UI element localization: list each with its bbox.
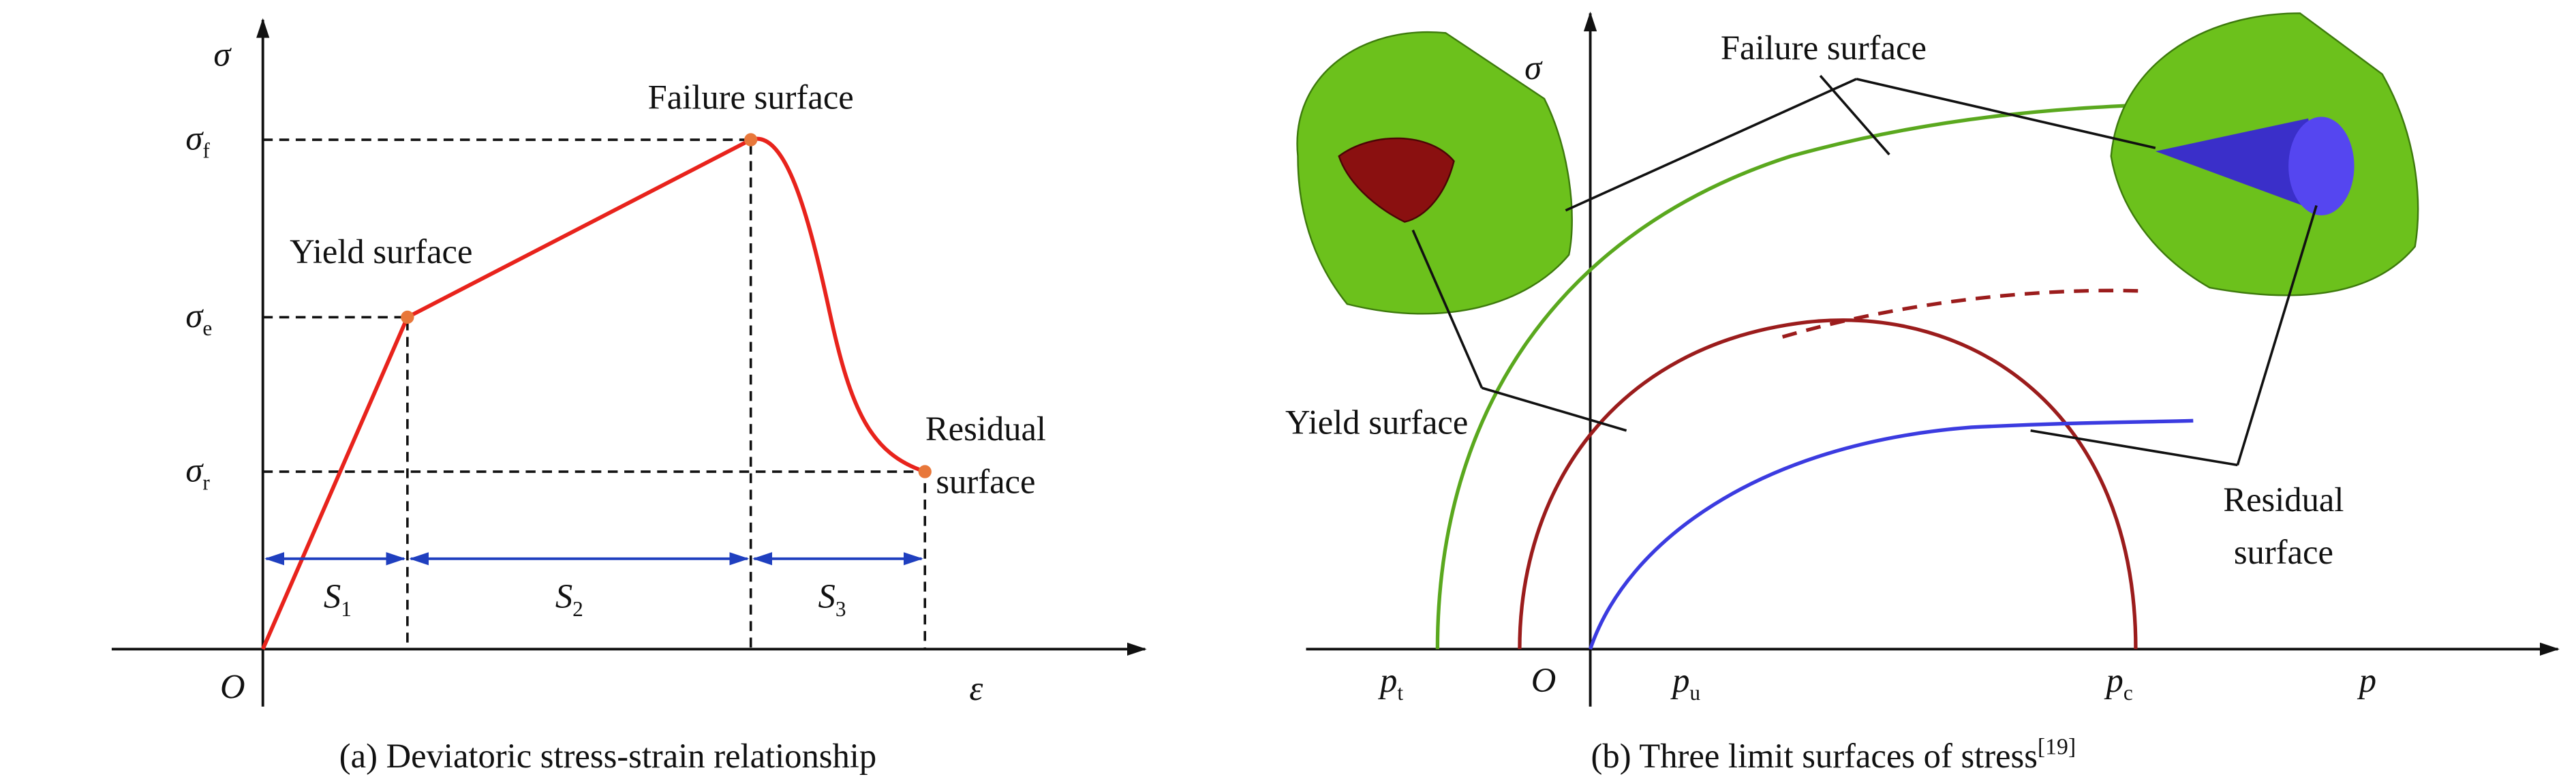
subscript: 3 [835,597,846,621]
origin-label: O [1531,661,1557,699]
annotation: surface [2234,533,2333,571]
subscript: t [1397,681,1403,705]
stage-label: S3 [818,577,846,621]
subscript: e [202,316,212,340]
caption-text: (b) Three limit surfaces of stress [1591,737,2038,775]
point-label: pu [1670,661,1700,705]
failure-point [744,133,758,147]
stress-strain-curve [261,136,926,650]
residual-curve [1589,418,2194,650]
axis-label: σ [1524,48,1543,87]
level-label: σr [185,450,210,494]
symbol: S [555,577,572,615]
residual-cone [2155,118,2325,214]
annotation: surface [936,462,1035,500]
symbol: S [324,577,341,615]
origin-label: O [220,668,245,706]
symbol: σ [185,450,204,489]
failure-curve [1435,102,2182,650]
symbol: p [1670,661,1689,699]
subscript: f [202,139,210,163]
stage-label: S2 [555,577,583,621]
annotation: Yield surface [290,232,472,271]
axis-label: ε [969,669,983,707]
residual-cap [2288,117,2355,215]
point-label: pt [1378,661,1403,705]
leader-lines [1411,74,2318,467]
level-label: σf [185,119,210,163]
panel-b: σ p O pt pu pc Failure surface Yield sur… [1285,12,2560,775]
symbol: p [2104,661,2123,699]
annotation: Yield surface [1285,403,1468,442]
stage-label: S1 [324,577,352,621]
caption: (b) Three limit surfaces of stress[19] [1591,735,2076,775]
subscript: u [1689,681,1700,705]
point-label: pc [2104,661,2133,705]
axis-label: p [2357,661,2376,699]
annotation: Residual [925,410,1046,448]
yield-curve [1518,318,2138,650]
subscript: 1 [341,597,352,621]
subscript: c [2123,681,2133,705]
reference: [19] [2038,735,2076,760]
panel-a: σ ε O σf σe σr Failure surface Yield sur… [111,18,1147,775]
annotation: Failure surface [648,78,854,116]
subscript: r [202,471,210,495]
annotation: Residual [2223,480,2344,519]
subscript: 2 [572,597,583,621]
annotation: Failure surface [1721,29,1927,67]
symbol: p [1378,661,1397,699]
yield-point [401,310,414,324]
axis-label: σ [213,35,232,74]
symbol: S [818,577,835,615]
guide-lines [262,138,927,650]
yield-extension [1781,288,2139,339]
yield-core [1338,137,1455,223]
residual-point [918,465,932,478]
level-label: σe [185,296,212,340]
symbol: σ [185,296,204,335]
symbol: σ [185,119,204,157]
caption: (a) Deviatoric stress-strain relationshi… [339,737,876,775]
